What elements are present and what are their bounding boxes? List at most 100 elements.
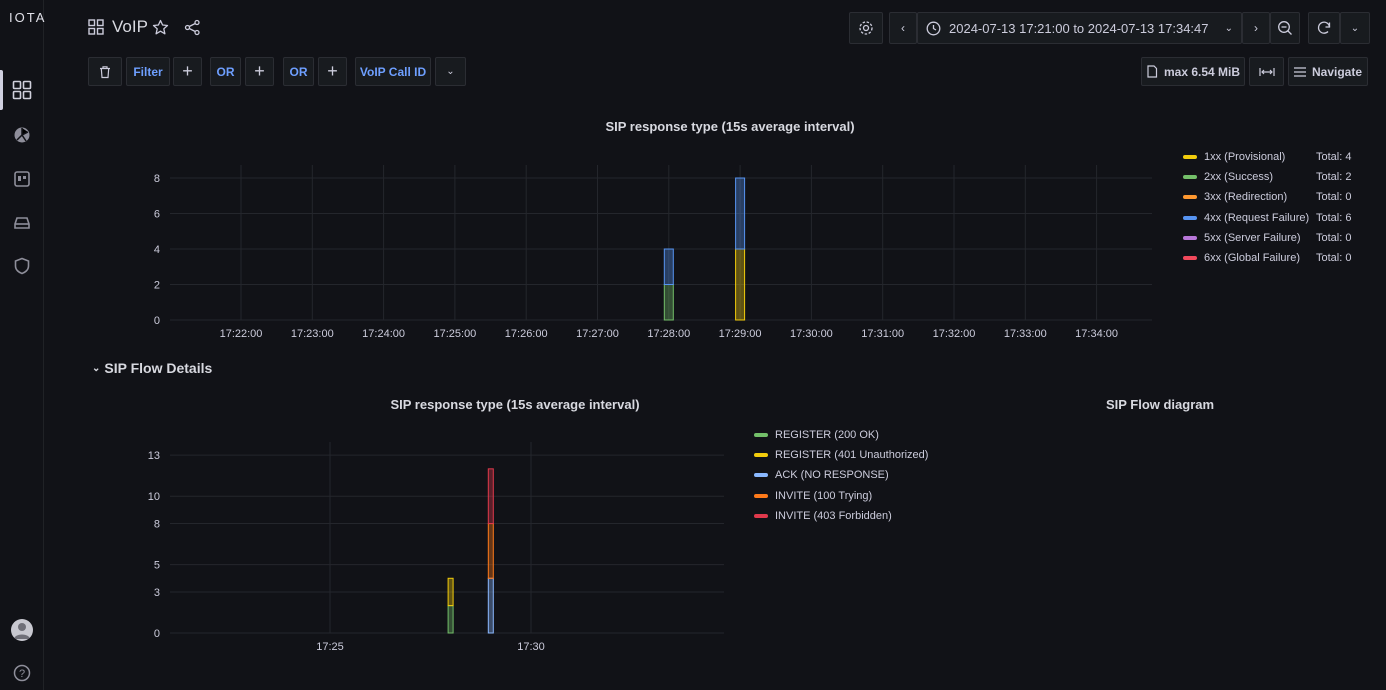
plus-icon: +	[182, 61, 193, 81]
share-icon[interactable]	[184, 19, 201, 39]
chevron-right-icon: ›	[1254, 21, 1258, 35]
settings-button[interactable]	[849, 12, 883, 44]
legend-swatch	[754, 453, 768, 458]
legend-item[interactable]: 5xx (Server Failure)	[1183, 232, 1301, 244]
x-tick-label: 17:25:00	[433, 328, 476, 340]
bar-segment[interactable]	[487, 468, 494, 525]
reports-icon[interactable]	[11, 168, 33, 190]
refresh-button[interactable]	[1308, 12, 1340, 44]
legend-label: REGISTER (200 OK)	[775, 429, 879, 441]
refresh-interval-dropdown[interactable]: ⌄	[1340, 12, 1370, 44]
trash-icon	[100, 65, 110, 78]
legend-item[interactable]: 3xx (Redirection)	[1183, 191, 1287, 203]
legend-item[interactable]: 4xx (Request Failure)	[1183, 212, 1309, 224]
legend-swatch	[754, 513, 768, 518]
section-sip-flow-details[interactable]: ⌄ SIP Flow Details	[92, 360, 212, 376]
chevron-down-icon: ⌄	[446, 66, 455, 77]
max-size-label: max 6.54 MiB	[1163, 64, 1241, 79]
plus-icon: +	[327, 61, 338, 81]
menu-icon	[1293, 66, 1306, 77]
y-tick-label: 4	[154, 244, 160, 256]
bar-segment[interactable]	[447, 577, 454, 607]
time-range-picker[interactable]: 2024-07-13 17:21:00 to 2024-07-13 17:34:…	[917, 12, 1242, 44]
y-tick-label: 8	[154, 173, 160, 185]
legend-item[interactable]: 6xx (Global Failure)	[1183, 252, 1300, 264]
bar-segment[interactable]	[487, 523, 494, 579]
legend-item[interactable]: REGISTER (200 OK)	[754, 429, 879, 441]
dashboard-grid-icon[interactable]	[88, 19, 104, 38]
add-filter-button[interactable]: +	[173, 57, 202, 86]
dashboards-icon[interactable]	[11, 79, 33, 101]
x-tick-label: 17:30	[517, 641, 545, 653]
legend-item[interactable]: 1xx (Provisional)	[1183, 151, 1285, 163]
x-tick-label: 17:28:00	[647, 328, 690, 340]
time-back-button[interactable]: ‹	[889, 12, 917, 44]
bar-segment[interactable]	[735, 177, 746, 250]
explore-icon[interactable]	[11, 124, 33, 146]
star-icon[interactable]	[152, 19, 169, 39]
voip-dropdown-button[interactable]: ⌄	[435, 57, 466, 86]
zoom-out-button[interactable]	[1270, 12, 1300, 44]
add-or-filter-button-2[interactable]: +	[318, 57, 347, 86]
legend-total: Total: 2	[1316, 171, 1352, 184]
bar-segment[interactable]	[487, 577, 494, 634]
plus-icon: +	[254, 61, 265, 81]
svg-text:?: ?	[19, 668, 25, 680]
user-avatar[interactable]	[11, 619, 33, 641]
legend-swatch	[754, 473, 768, 478]
y-tick-label: 0	[154, 628, 160, 640]
legend-label: 5xx (Server Failure)	[1204, 231, 1301, 244]
navigate-button[interactable]: Navigate	[1288, 57, 1368, 86]
legend-label: 3xx (Redirection)	[1204, 191, 1288, 204]
bar-segment[interactable]	[663, 248, 674, 285]
x-tick-label: 17:31:00	[861, 328, 904, 340]
sip-flow-diagram-title: SIP Flow diagram	[1105, 397, 1215, 412]
y-tick-label: 0	[154, 315, 160, 327]
legend-item[interactable]: INVITE (100 Trying)	[754, 490, 872, 502]
section-title: SIP Flow Details	[104, 360, 213, 376]
legend-label: INVITE (100 Trying)	[775, 489, 873, 502]
y-tick-label: 10	[148, 491, 160, 503]
legend-item[interactable]: INVITE (403 Forbidden)	[754, 510, 892, 522]
add-or-filter-button-1[interactable]: +	[245, 57, 274, 86]
x-tick-label: 17:22:00	[220, 328, 263, 340]
x-tick-label: 17:27:00	[576, 328, 619, 340]
legend-swatch	[754, 433, 768, 437]
filter-button[interactable]: Filter	[126, 57, 170, 86]
help-icon[interactable]: ?	[11, 662, 33, 684]
clock-icon	[926, 21, 941, 35]
file-icon	[1147, 65, 1158, 78]
shield-icon[interactable]	[11, 255, 33, 277]
chevron-down-icon: ⌄	[92, 362, 101, 374]
top-chart: 0 2 4 6 8 17:22:00 17:23:00 17:24:00 17:25:00 17:…	[154, 165, 1152, 340]
or-button-2[interactable]: OR	[283, 57, 314, 86]
legend-label: INVITE (403 Forbidden)	[775, 509, 892, 522]
voip-call-id-button[interactable]: VoIP Call ID	[355, 57, 431, 86]
max-size-button[interactable]: max 6.54 MiB	[1141, 57, 1245, 86]
bar-segment[interactable]	[735, 248, 746, 321]
bar-segment[interactable]	[447, 605, 454, 634]
legend-total: Total: 4	[1316, 151, 1352, 163]
legend-swatch	[1183, 235, 1197, 240]
legend-label: REGISTER (401 Unauthorized)	[775, 449, 929, 462]
y-tick-label: 3	[154, 587, 160, 599]
y-tick-label: 2	[154, 280, 160, 292]
legend-item[interactable]: ACK (NO RESPONSE)	[754, 469, 889, 481]
navigate-label: Navigate	[1311, 64, 1363, 79]
storage-icon[interactable]	[11, 212, 33, 234]
clear-filters-button[interactable]	[88, 57, 122, 86]
legend-label: 1xx (Provisional)	[1204, 151, 1286, 163]
legend-item[interactable]: 2xx (Success)	[1183, 171, 1273, 183]
or-button-1[interactable]: OR	[210, 57, 241, 86]
refresh-icon	[1317, 21, 1331, 34]
x-tick-label: 17:25	[316, 641, 344, 653]
y-tick-label: 13	[148, 450, 160, 462]
legend-swatch	[1183, 256, 1197, 260]
time-forward-button[interactable]: ›	[1242, 12, 1270, 44]
chevron-left-icon: ‹	[901, 21, 905, 35]
x-tick-label: 17:26:00	[505, 328, 548, 340]
legend-item[interactable]: REGISTER (401 Unauthorized)	[754, 449, 928, 461]
expand-width-button[interactable]	[1249, 57, 1284, 86]
bar-segment[interactable]	[663, 284, 674, 321]
legend-swatch	[1183, 215, 1197, 220]
